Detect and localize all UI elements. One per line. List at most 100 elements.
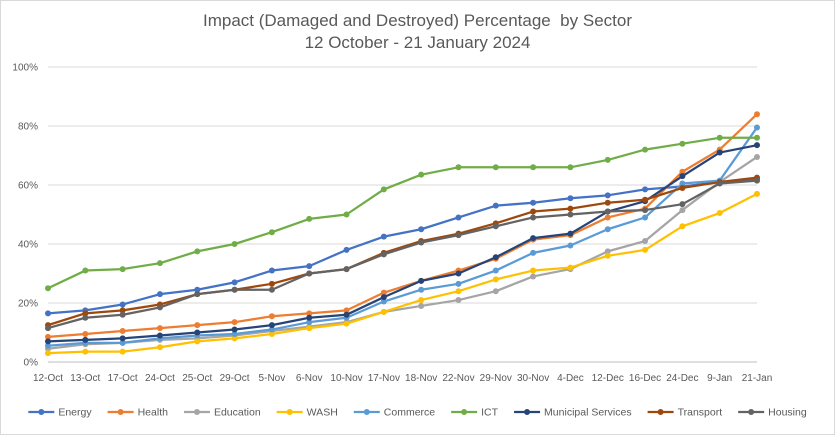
- legend-swatch-marker: [748, 409, 755, 415]
- data-point: [119, 311, 126, 318]
- data-point: [231, 330, 238, 337]
- data-point: [679, 168, 686, 175]
- series-line: [47, 156, 758, 350]
- data-point: [455, 232, 462, 239]
- data-point: [418, 297, 425, 304]
- y-tick-label: 20%: [18, 299, 38, 310]
- x-tick-label: 16-Dec: [629, 373, 661, 384]
- data-point: [716, 149, 723, 156]
- data-point: [306, 314, 313, 321]
- x-tick-label: 6-Nov: [296, 373, 323, 384]
- legend-item-commerce: Commerce: [353, 407, 436, 419]
- data-point: [567, 211, 574, 218]
- data-point: [156, 325, 163, 332]
- series-housing: [45, 177, 760, 332]
- data-point: [642, 238, 649, 245]
- legend-label: Health: [138, 407, 169, 419]
- data-point: [343, 311, 350, 318]
- series-line: [47, 177, 758, 315]
- data-point: [679, 184, 686, 191]
- legend: Energy Health Education WASH Commerce ICT Muni…: [28, 407, 807, 419]
- data-point: [679, 173, 686, 180]
- data-point: [119, 335, 126, 342]
- data-point: [268, 229, 275, 236]
- data-point: [343, 266, 350, 273]
- data-point: [455, 164, 462, 171]
- data-point: [679, 140, 686, 147]
- legend-label: Energy: [58, 407, 92, 419]
- data-point: [492, 223, 499, 230]
- series-line: [47, 126, 758, 347]
- x-tick-label: 24-Dec: [666, 373, 698, 384]
- data-point: [268, 322, 275, 329]
- data-point: [45, 333, 51, 340]
- x-tick-label: 21-Jan: [742, 373, 773, 384]
- legend-label: Commerce: [384, 407, 436, 419]
- data-point: [604, 252, 611, 259]
- series-lines: [45, 111, 760, 357]
- data-point: [455, 288, 462, 295]
- x-axis-tick-labels: 12-Oct 13-Oct 17-Oct 24-Oct 25-Oct 29-Oct 5-No…: [33, 373, 772, 384]
- data-point: [679, 223, 686, 230]
- legend-label: Housing: [768, 407, 807, 419]
- data-point: [642, 186, 649, 193]
- legend-swatch-marker: [193, 409, 200, 415]
- legend-item-wash: WASH: [276, 407, 338, 419]
- series-line: [47, 176, 758, 327]
- data-point: [156, 291, 163, 298]
- data-point: [642, 246, 649, 253]
- data-point: [604, 214, 611, 221]
- data-point: [567, 205, 574, 212]
- legend-label: ICT: [481, 407, 499, 419]
- data-point: [380, 289, 387, 296]
- data-point: [194, 322, 201, 329]
- data-point: [194, 329, 201, 336]
- legend-label: WASH: [307, 407, 338, 419]
- data-point: [604, 192, 611, 199]
- data-point: [567, 195, 574, 202]
- series-line: [47, 179, 758, 330]
- data-point: [231, 335, 238, 342]
- series-line: [47, 144, 758, 343]
- data-point: [455, 214, 462, 221]
- data-point: [492, 254, 499, 261]
- chart-subtitle: 12 October - 21 January 2024: [304, 33, 531, 52]
- y-tick-label: 60%: [18, 181, 38, 192]
- data-point: [231, 319, 238, 326]
- legend-swatch-marker: [524, 409, 531, 415]
- series-line: [47, 192, 758, 355]
- data-point: [754, 177, 760, 184]
- data-point: [156, 332, 163, 339]
- data-point: [119, 339, 126, 346]
- data-point: [343, 307, 350, 314]
- data-point: [604, 156, 611, 163]
- data-point: [231, 241, 238, 247]
- legend-swatch-marker: [657, 409, 664, 415]
- data-point: [567, 164, 574, 171]
- data-point: [567, 242, 574, 249]
- data-point: [754, 124, 760, 131]
- data-point: [380, 251, 387, 258]
- data-point: [231, 286, 238, 293]
- data-point: [530, 273, 537, 280]
- legend-label: Education: [214, 407, 261, 419]
- legend-item-transport: Transport: [647, 407, 722, 419]
- data-point: [530, 214, 537, 221]
- data-point: [754, 190, 760, 197]
- x-tick-label: 17-Oct: [108, 373, 138, 384]
- x-tick-label: 10-Nov: [330, 373, 362, 384]
- data-point: [380, 186, 387, 193]
- data-point: [268, 267, 275, 274]
- chart-title: Impact (Damaged and Destroyed) Percentag…: [203, 11, 632, 30]
- data-point: [604, 208, 611, 215]
- data-point: [380, 298, 387, 305]
- x-tick-label: 4-Dec: [557, 373, 584, 384]
- data-point: [45, 310, 51, 317]
- data-point: [231, 279, 238, 286]
- data-point: [492, 288, 499, 295]
- data-point: [754, 111, 760, 118]
- data-point: [642, 207, 649, 214]
- data-point: [380, 294, 387, 301]
- legend-item-education: Education: [183, 407, 261, 419]
- x-tick-label: 24-Oct: [145, 373, 175, 384]
